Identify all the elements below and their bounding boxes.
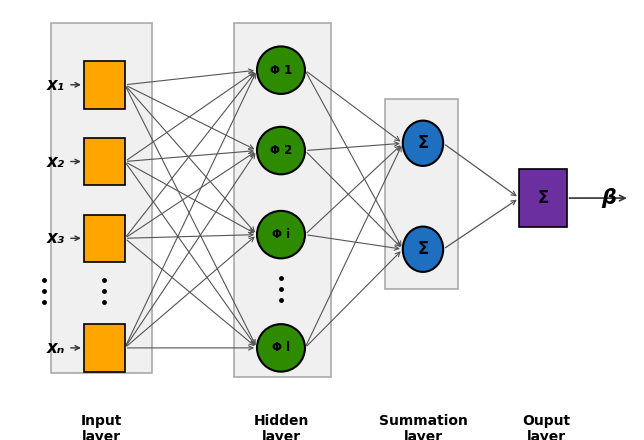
Text: Φ i: Φ i (272, 228, 290, 241)
Ellipse shape (402, 121, 443, 166)
Text: Σ: Σ (417, 240, 429, 258)
Text: Summation
layer: Summation layer (379, 414, 468, 440)
FancyBboxPatch shape (519, 169, 567, 227)
Ellipse shape (257, 211, 305, 258)
Ellipse shape (257, 127, 305, 174)
Text: Input
layer: Input layer (80, 414, 122, 440)
FancyBboxPatch shape (84, 324, 125, 372)
Text: Hidden
layer: Hidden layer (253, 414, 308, 440)
Ellipse shape (257, 47, 305, 94)
FancyBboxPatch shape (84, 215, 125, 262)
Text: x₁: x₁ (47, 76, 65, 94)
Ellipse shape (257, 324, 305, 372)
Text: Φ 1: Φ 1 (270, 64, 292, 77)
Text: x₃: x₃ (47, 229, 65, 247)
Text: Φ 2: Φ 2 (270, 144, 292, 157)
FancyBboxPatch shape (385, 99, 458, 290)
FancyBboxPatch shape (84, 138, 125, 185)
FancyBboxPatch shape (51, 23, 151, 374)
Text: Ouput
layer: Ouput layer (522, 414, 570, 440)
Text: xₙ: xₙ (46, 339, 65, 357)
Text: Σ: Σ (417, 134, 429, 152)
Text: x₂: x₂ (47, 153, 65, 171)
FancyBboxPatch shape (84, 61, 125, 109)
FancyBboxPatch shape (234, 23, 332, 377)
Text: Σ: Σ (537, 189, 549, 207)
Text: β: β (601, 188, 616, 208)
Text: Φ l: Φ l (272, 341, 290, 354)
Ellipse shape (402, 227, 443, 272)
